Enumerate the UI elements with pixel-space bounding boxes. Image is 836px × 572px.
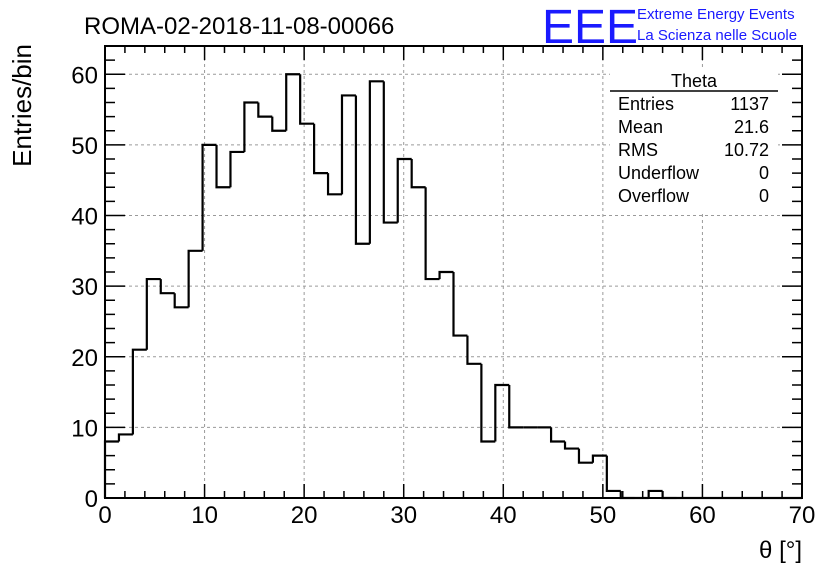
stats-row-value: 0 <box>759 163 769 183</box>
histogram-bin <box>424 187 440 281</box>
x-tick-label: 20 <box>291 502 318 529</box>
histogram-bin <box>577 448 593 464</box>
logo-line-1: Extreme Energy Events <box>637 6 795 23</box>
stats-box: Theta Entries 1137 Mean 21.6 RMS 10.72 U… <box>610 69 778 211</box>
histogram-bin <box>173 293 189 309</box>
x-tick-label: 40 <box>490 502 517 529</box>
x-tick-label: 0 <box>98 502 111 529</box>
axis-ticks <box>104 45 803 499</box>
histogram-bin <box>243 101 259 152</box>
y-tick-label: 10 <box>71 415 98 442</box>
y-tick-label: 40 <box>71 204 98 231</box>
histogram-bin <box>661 490 677 500</box>
histogram-bin <box>313 123 329 175</box>
histogram-bin <box>368 80 384 244</box>
histogram-bin <box>605 455 621 493</box>
logo-line-2: La Scienza nelle Scuole <box>637 27 797 44</box>
y-tick-labels: 0 10 20 30 40 50 60 <box>71 62 98 513</box>
histogram-bin <box>494 383 510 442</box>
grid-lines <box>105 46 802 498</box>
stats-row-value: 21.6 <box>734 117 769 137</box>
stats-row-label: RMS <box>618 140 658 160</box>
y-tick-label: 60 <box>71 62 98 89</box>
histogram-bin <box>187 249 203 308</box>
histogram-bin <box>591 454 607 463</box>
histogram-bin <box>452 272 468 337</box>
stats-row-label: Overflow <box>618 186 690 206</box>
histogram-bin <box>354 95 370 245</box>
histogram-bin <box>340 94 356 195</box>
stats-row-label: Entries <box>618 94 674 114</box>
y-tick-label: 20 <box>71 345 98 372</box>
histogram-bin <box>131 348 147 435</box>
histogram-bin <box>299 74 315 125</box>
histogram-bin <box>159 279 175 295</box>
stats-row-label: Underflow <box>618 163 700 183</box>
y-tick-label: 0 <box>85 486 98 513</box>
stats-name: Theta <box>671 71 718 91</box>
histogram-bin <box>257 102 273 118</box>
histogram-bin <box>410 159 426 189</box>
histogram-bin <box>382 81 398 224</box>
y-tick-label: 50 <box>71 133 98 160</box>
histogram-bin <box>563 441 579 450</box>
histogram-bin <box>396 157 412 223</box>
histogram-bin <box>271 116 287 132</box>
x-tick-label: 30 <box>390 502 417 529</box>
stats-row-value: 0 <box>759 186 769 206</box>
y-tick-label: 30 <box>71 274 98 301</box>
histogram-bin <box>117 433 133 442</box>
histogram-bin <box>285 73 301 131</box>
x-tick-label: 50 <box>590 502 617 529</box>
x-axis-label: θ [°] <box>759 537 802 564</box>
y-axis-label: Entries/bin <box>7 44 37 167</box>
stats-background <box>610 69 778 211</box>
stats-row-value: 1137 <box>730 94 769 114</box>
histogram-series <box>103 73 802 500</box>
x-tick-label: 70 <box>789 502 816 529</box>
x-tick-labels: 0 10 20 30 40 50 60 70 <box>98 502 815 529</box>
chart-title: ROMA-02-2018-11-08-00066 <box>84 13 394 40</box>
histogram-bin <box>201 143 217 251</box>
histogram-bin <box>215 144 231 189</box>
x-tick-label: 10 <box>191 502 218 529</box>
histogram-bin <box>466 335 482 365</box>
histogram-bin <box>229 150 245 188</box>
stats-row-label: Mean <box>618 117 663 137</box>
x-tick-label: 60 <box>689 502 716 529</box>
histogram-bin <box>145 277 161 350</box>
histogram-bin <box>508 385 524 429</box>
plot-frame <box>104 45 803 499</box>
stats-row-value: 10.72 <box>724 140 769 160</box>
histogram-bin <box>647 489 663 498</box>
histogram-bin <box>438 270 454 280</box>
histogram-bin <box>549 427 566 443</box>
histogram-bin <box>480 363 496 443</box>
histogram-bin <box>326 173 342 196</box>
